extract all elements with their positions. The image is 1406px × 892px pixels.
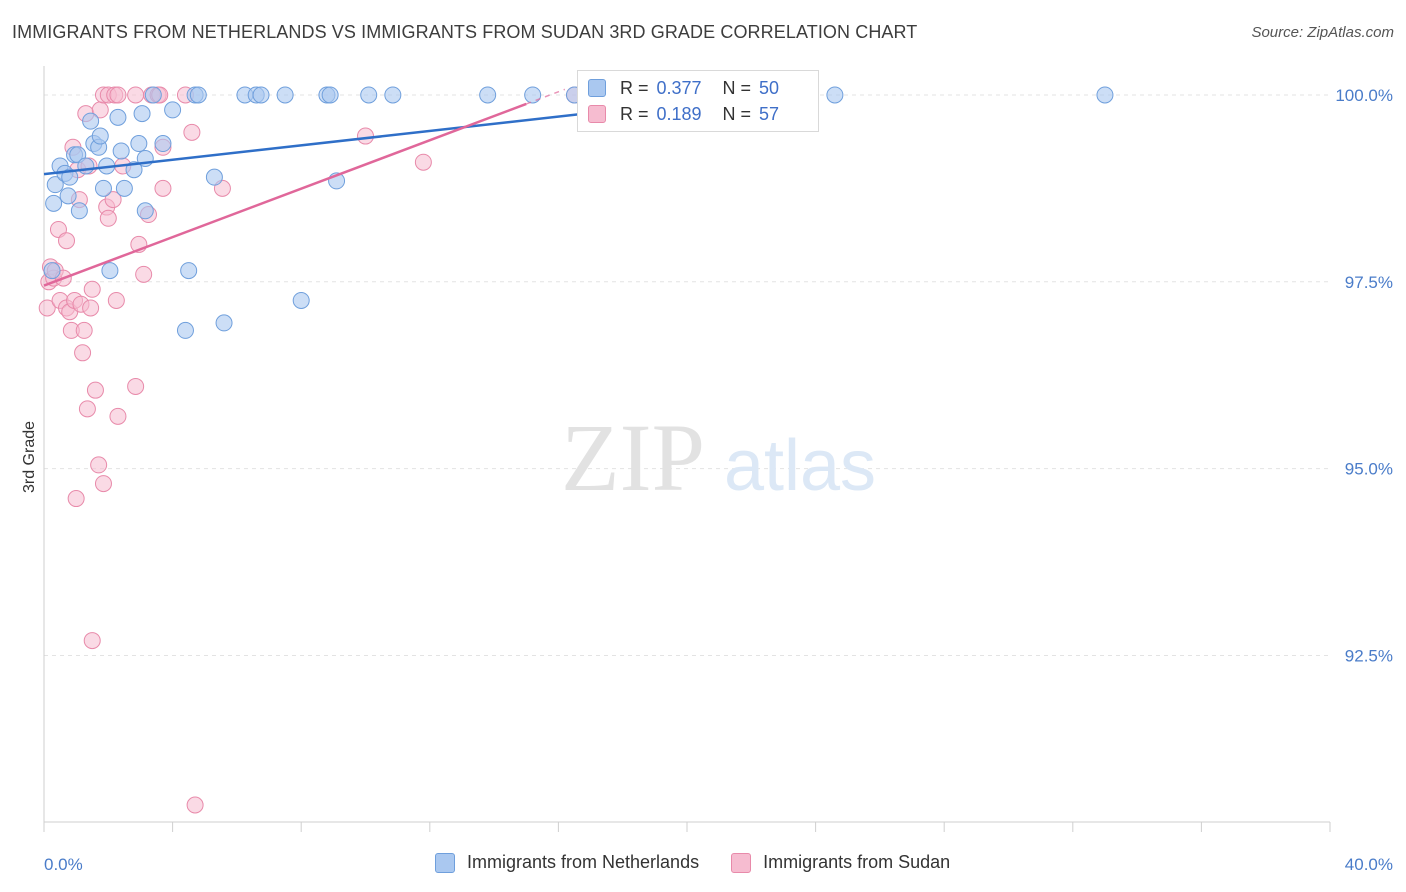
netherlands-point [77, 157, 95, 175]
netherlands-point [384, 86, 402, 104]
netherlands-point [112, 142, 130, 160]
trendline-sudan-extension [525, 88, 566, 105]
legend-swatch-sudan [731, 852, 752, 873]
netherlands-point [109, 108, 127, 126]
source-credit: Source: ZipAtlas.com [1251, 24, 1394, 41]
netherlands-point [82, 112, 100, 130]
sudan-point [90, 456, 108, 474]
netherlands-point [524, 86, 542, 104]
sudan-point [83, 280, 101, 298]
netherlands-point [479, 86, 497, 104]
netherlands-point [205, 168, 223, 186]
legend-r-value: 0.377 [656, 77, 702, 98]
netherlands-point [180, 262, 198, 280]
netherlands-point [1096, 86, 1114, 104]
legend-label-sudan: Immigrants from Sudan [763, 852, 951, 872]
sudan-point [58, 232, 76, 250]
sudan-point [183, 123, 201, 141]
sudan-point [86, 381, 104, 399]
y-tick-labels: 92.5% 95.0% 97.5% 100.0% [1335, 86, 1393, 666]
x-tick-label: 0.0% [44, 855, 83, 874]
netherlands-point [292, 291, 310, 309]
netherlands-point [826, 86, 844, 104]
sudan-point [135, 265, 153, 283]
sudan-point [82, 299, 100, 317]
y-tick-label: 95.0% [1345, 460, 1393, 479]
legend-n-value: 57 [759, 103, 780, 124]
legend-swatch-sudan [588, 105, 606, 123]
axes [43, 66, 1331, 832]
x-tick-labels: 0.0% 40.0% [44, 855, 1393, 874]
legend-item-sudan: Immigrants from Sudan [731, 852, 950, 873]
chart-title: IMMIGRANTS FROM NETHERLANDS VS IMMIGRANT… [12, 22, 918, 42]
legend-r-value: 0.189 [656, 103, 702, 124]
netherlands-point [276, 86, 294, 104]
sudan-point [67, 490, 85, 508]
legend-n-value: 50 [759, 77, 780, 98]
series-legend: Immigrants from Netherlands Immigrants f… [435, 852, 982, 873]
sudan-point [107, 291, 125, 309]
sudan-point [109, 407, 127, 425]
legend-row-netherlands: R = 0.377 N = 50 [588, 77, 779, 99]
netherlands-point [154, 135, 172, 153]
y-tick-label: 100.0% [1335, 86, 1393, 105]
netherlands-point [130, 135, 148, 153]
netherlands-point [164, 101, 182, 119]
sudan-point [99, 209, 117, 227]
sudan-point [186, 796, 204, 814]
sudan-point [75, 321, 93, 339]
correlation-legend: R = 0.377 N = 50 R = 0.189 N = 57 [577, 70, 819, 132]
sudan-point [104, 191, 122, 209]
y-axis-label: 3rd Grade [21, 421, 38, 493]
watermark: ZIP atlas [561, 404, 876, 511]
netherlands-point [91, 127, 109, 145]
trendline-sudan [43, 102, 527, 287]
sudan-point [78, 400, 96, 418]
netherlands-point [321, 86, 339, 104]
netherlands-point [46, 176, 64, 194]
netherlands-point [43, 262, 61, 280]
sudan-point [127, 86, 145, 104]
legend-label-netherlands: Immigrants from Netherlands [467, 852, 700, 872]
grid-lines [44, 94, 1330, 657]
watermark-atlas: atlas [724, 426, 876, 506]
netherlands-point [101, 262, 119, 280]
netherlands-point [176, 321, 194, 339]
sudan-point [83, 632, 101, 650]
y-tick-label: 92.5% [1345, 647, 1393, 666]
y-tick-label: 97.5% [1345, 273, 1393, 292]
netherlands-point [94, 179, 112, 197]
sudan-point [74, 344, 92, 362]
sudan-point [94, 475, 112, 493]
sudan-point [109, 86, 127, 104]
netherlands-point [133, 105, 151, 123]
netherlands-point [59, 187, 77, 205]
netherlands-point [215, 314, 233, 332]
legend-swatch-netherlands [435, 852, 455, 873]
netherlands-point [136, 202, 154, 220]
legend-n-label: N = [722, 77, 752, 98]
netherlands-point [144, 86, 162, 104]
netherlands-point [61, 168, 79, 186]
sudan-point [414, 153, 432, 171]
netherlands-point [252, 86, 270, 104]
sudan-point [127, 377, 145, 395]
legend-swatch-netherlands [588, 79, 606, 97]
legend-r-label: R = [620, 77, 649, 98]
sudan-point [38, 299, 56, 317]
netherlands-point [45, 194, 63, 212]
legend-r-label: R = [620, 103, 649, 124]
legend-n-label: N = [722, 103, 752, 124]
sudan-point [357, 127, 374, 145]
legend-item-netherlands: Immigrants from Netherlands [435, 852, 699, 873]
netherlands-point [360, 86, 378, 104]
legend-row-sudan: R = 0.189 N = 57 [588, 103, 779, 125]
sudan-point [154, 179, 172, 197]
watermark-zip: ZIP [561, 404, 705, 511]
netherlands-point [70, 202, 88, 220]
x-tick-label: 40.0% [1345, 855, 1393, 874]
netherlands-point [189, 86, 207, 104]
netherlands-point [115, 179, 133, 197]
